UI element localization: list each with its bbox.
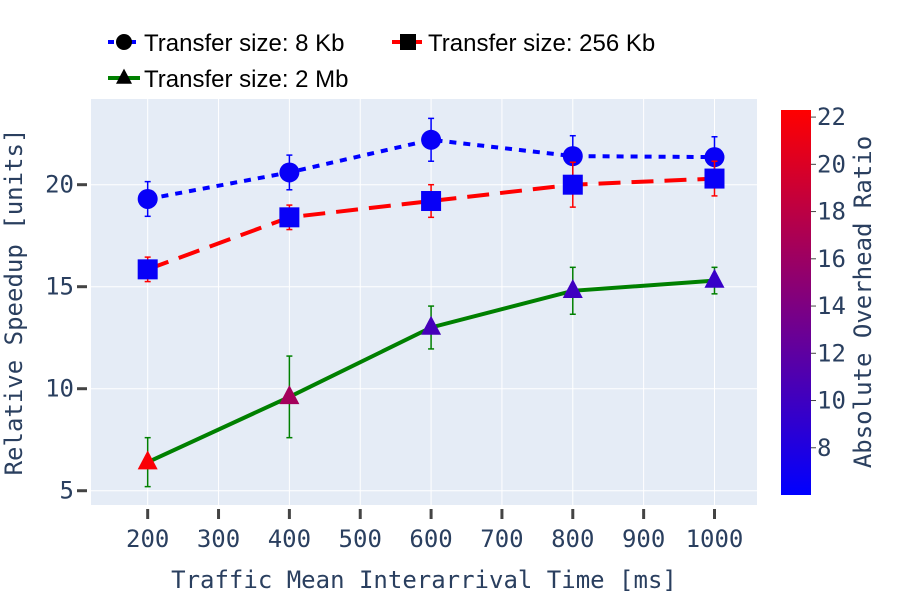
series-1 <box>137 117 725 218</box>
legend-label: Transfer size: 8 Kb <box>144 30 345 57</box>
axes: 200 300 400 500 600 700 800 900 1000 5 10 15 20 <box>45 171 743 553</box>
colorbar-tick-label: 10 <box>817 387 846 415</box>
data-point <box>421 315 442 335</box>
series-line <box>147 137 715 201</box>
series-3 <box>137 266 725 488</box>
data-point <box>562 278 583 298</box>
legend-swatch-marker <box>116 68 132 84</box>
colorbar-tick-label: 18 <box>817 198 846 226</box>
x-tick-label: 500 <box>339 525 382 553</box>
colorbar <box>781 110 811 495</box>
y-tick-label: 15 <box>45 273 74 301</box>
data-point <box>562 146 583 167</box>
colorbar-tick-label: 16 <box>817 245 846 273</box>
legend-swatch-marker <box>400 34 416 50</box>
legend-item: Transfer size: 256 Kb <box>392 30 655 57</box>
series-group <box>137 117 725 488</box>
colorbar-ticks: 8 10 12 14 16 18 20 22 <box>811 103 846 462</box>
data-point <box>137 450 158 470</box>
data-point <box>562 174 583 195</box>
x-tick-label: 300 <box>197 525 240 553</box>
data-point <box>279 385 300 405</box>
x-tick-label: 1000 <box>686 525 744 553</box>
data-point <box>421 191 442 212</box>
data-point <box>279 162 300 183</box>
legend-swatch-marker <box>116 34 132 50</box>
x-tick-label: 700 <box>480 525 523 553</box>
data-point <box>279 207 300 228</box>
data-point <box>421 129 442 150</box>
colorbar-title: Absolute Overhead Ratio <box>849 136 877 468</box>
colorbar-tick-label: 22 <box>817 103 846 131</box>
data-point <box>137 188 158 209</box>
data-point <box>704 147 725 168</box>
x-tick-label: 800 <box>551 525 594 553</box>
x-tick-label: 400 <box>268 525 311 553</box>
colorbar-tick-label: 8 <box>817 434 831 462</box>
series-line <box>147 176 715 272</box>
y-tick-label: 10 <box>45 375 74 403</box>
x-tick-label: 200 <box>126 525 169 553</box>
colorbar-tick-label: 12 <box>817 339 846 367</box>
colorbar-tick-label: 14 <box>817 292 846 320</box>
legend-item: Transfer size: 2 Mb <box>108 66 349 93</box>
legend: Transfer size: 8 Kb Transfer size: 256 Kb… <box>108 30 655 93</box>
legend-label: Transfer size: 256 Kb <box>428 30 655 57</box>
legend-label: Transfer size: 2 Mb <box>144 66 349 93</box>
y-axis-title: Relative Speedup [units] <box>0 129 28 476</box>
y-tick-label: 20 <box>45 171 74 199</box>
data-point <box>704 168 725 189</box>
series-2 <box>137 160 725 283</box>
y-tick-label: 5 <box>60 477 74 505</box>
data-point <box>704 268 725 288</box>
x-tick-label: 600 <box>409 525 452 553</box>
colorbar-tick-label: 20 <box>817 150 846 178</box>
x-axis-title: Traffic Mean Interarrival Time [ms] <box>171 566 677 594</box>
x-tick-label: 900 <box>622 525 665 553</box>
legend-item: Transfer size: 8 Kb <box>108 30 345 57</box>
data-point <box>137 259 158 280</box>
